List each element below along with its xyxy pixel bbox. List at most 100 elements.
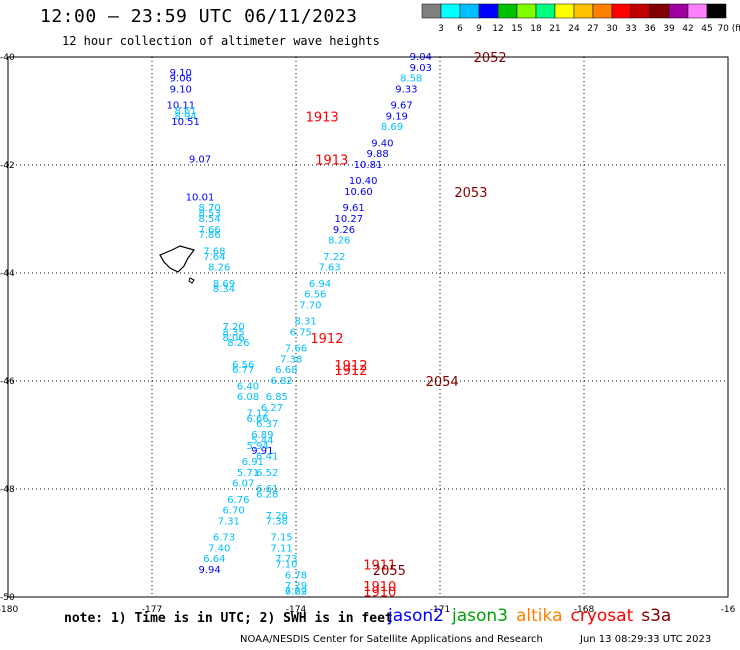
track-time-label: 1910 bbox=[363, 586, 396, 601]
track-time-label: 1911 bbox=[363, 559, 396, 574]
wave-height-point: 9.04 bbox=[410, 52, 432, 63]
timestamp: Jun 13 08:29:33 UTC 2023 bbox=[580, 634, 712, 645]
wave-height-point: 6.68 bbox=[275, 365, 297, 376]
legend-label: 9 bbox=[476, 24, 482, 34]
wave-height-point: 8.35 bbox=[222, 327, 244, 338]
wave-height-point: 9.26 bbox=[333, 225, 355, 236]
wave-height-point: 8.69 bbox=[381, 122, 403, 133]
wave-height-point: 6.52 bbox=[256, 468, 278, 479]
legend-label: 30 bbox=[606, 24, 618, 34]
wave-height-point: 5.94 bbox=[246, 441, 268, 452]
wave-height-point: 8.53 bbox=[198, 209, 220, 220]
y-tick-label: -48 bbox=[0, 485, 15, 495]
wave-height-point: 8.26 bbox=[227, 338, 249, 349]
satellite-cryosat: cryosat bbox=[570, 606, 634, 626]
wave-height-point: 10.27 bbox=[334, 214, 363, 225]
chart-subtitle: 12 hour collection of altimeter wave hei… bbox=[62, 34, 380, 48]
wave-height-point: 6.78 bbox=[285, 570, 307, 581]
wave-height-point: 6.07 bbox=[232, 479, 254, 490]
legend-swatch bbox=[478, 3, 499, 19]
wave-height-point: 7.38 bbox=[266, 516, 288, 527]
legend-label: 21 bbox=[549, 24, 560, 34]
wave-height-point: 7.40 bbox=[208, 543, 230, 554]
wave-height-point: 9.10 bbox=[170, 68, 192, 79]
wave-height-point: 10.51 bbox=[171, 117, 200, 128]
note: note: 1) Time is in UTC; 2) SWH is in fe… bbox=[64, 611, 393, 626]
legend-swatch bbox=[440, 3, 461, 19]
legend-label: 12 bbox=[492, 24, 503, 34]
wave-height-point: 8.34 bbox=[213, 284, 235, 295]
wave-height-point: 6.94 bbox=[309, 279, 331, 290]
track-time-label: 1913 bbox=[306, 110, 339, 125]
wave-height-point: 6.76 bbox=[227, 495, 249, 506]
legend-label: 70 (ft) bbox=[717, 24, 740, 34]
wave-height-point: 7.29 bbox=[285, 581, 307, 592]
wave-height-point: 6.66 bbox=[246, 414, 268, 425]
legend-swatch bbox=[687, 3, 708, 19]
wave-height-point: 7.66 bbox=[285, 344, 307, 355]
wave-height-point: 8.58 bbox=[400, 74, 422, 85]
legend-swatch bbox=[497, 3, 518, 19]
track-time-label: 1912 bbox=[334, 364, 367, 379]
wave-height-point: 7.15 bbox=[270, 533, 292, 544]
wave-height-point: 6.75 bbox=[290, 327, 312, 338]
wave-height-point: 8.69 bbox=[213, 279, 235, 290]
wave-height-point: 7.12 bbox=[246, 408, 268, 419]
wave-height-point: 7.86 bbox=[198, 230, 220, 241]
wave-height-point: 6.70 bbox=[222, 506, 244, 517]
legend-swatch bbox=[421, 3, 442, 19]
track-time-label: 2054 bbox=[426, 375, 459, 390]
wave-height-point: 7.66 bbox=[198, 225, 220, 236]
y-tick-label: -50 bbox=[0, 593, 15, 603]
wave-height-point: 10.60 bbox=[344, 187, 373, 198]
track-time-label: 1912 bbox=[334, 359, 367, 374]
legend-swatch bbox=[573, 3, 594, 19]
chart-title: 12:00 – 23:59 UTC 06/11/2023 bbox=[40, 6, 358, 27]
island-outline bbox=[159, 245, 196, 273]
satellite-jason3: jason3 bbox=[452, 606, 508, 626]
wave-height-point: 8.26 bbox=[208, 263, 230, 274]
wave-height-point: 9.06 bbox=[170, 74, 192, 85]
wave-height-point: 6.61 bbox=[256, 484, 278, 495]
legend-label: 15 bbox=[511, 24, 522, 34]
wave-height-point: 8.70 bbox=[198, 203, 220, 214]
wave-height-point: 9.40 bbox=[371, 138, 393, 149]
wave-height-point: 6.40 bbox=[237, 381, 259, 392]
satellite-jason2: jason2 bbox=[388, 606, 444, 626]
wave-height-point: 7.20 bbox=[222, 322, 244, 333]
wave-height-point: 6.56 bbox=[232, 360, 254, 371]
legend-swatch bbox=[630, 3, 651, 19]
wave-height-point: 7.68 bbox=[203, 246, 225, 257]
wave-height-point: 8.54 bbox=[198, 214, 220, 225]
wave-height-point: 9.19 bbox=[386, 111, 408, 122]
wave-height-point: 7.26 bbox=[266, 511, 288, 522]
legend-label: 42 bbox=[682, 24, 693, 34]
wave-height-point: 10.40 bbox=[349, 176, 378, 187]
track-time-label: 2055 bbox=[373, 564, 406, 579]
wave-height-point: 7.70 bbox=[299, 300, 321, 311]
legend-swatch bbox=[554, 3, 575, 19]
legend-label: 36 bbox=[644, 24, 656, 34]
wave-height-point: 8.94 bbox=[174, 111, 196, 122]
x-tick-label: -180 bbox=[0, 605, 18, 615]
legend-label: 18 bbox=[530, 24, 542, 34]
wave-height-point: 7.10 bbox=[275, 560, 297, 571]
legend-label: 39 bbox=[663, 24, 675, 34]
wave-height-point: 5.71 bbox=[237, 468, 259, 479]
wave-height-point: 8.31 bbox=[294, 317, 316, 328]
wave-height-point: 6.91 bbox=[242, 457, 264, 468]
wave-height-point: 7.11 bbox=[270, 543, 292, 554]
wave-height-point: 6.27 bbox=[261, 403, 283, 414]
legend-swatch bbox=[535, 3, 556, 19]
wave-height-point: 9.67 bbox=[390, 101, 412, 112]
y-tick-label: -46 bbox=[0, 377, 15, 387]
x-tick-label: -168 bbox=[574, 605, 595, 615]
wave-height-point: 7.38 bbox=[280, 354, 302, 365]
legend-swatch bbox=[611, 3, 632, 19]
plot-frame bbox=[7, 56, 729, 598]
wave-height-point: 7.62 bbox=[285, 587, 307, 598]
wave-height-point: 9.61 bbox=[342, 203, 364, 214]
wave-height-point: 6.89 bbox=[251, 430, 273, 441]
legend-label: 33 bbox=[625, 24, 636, 34]
